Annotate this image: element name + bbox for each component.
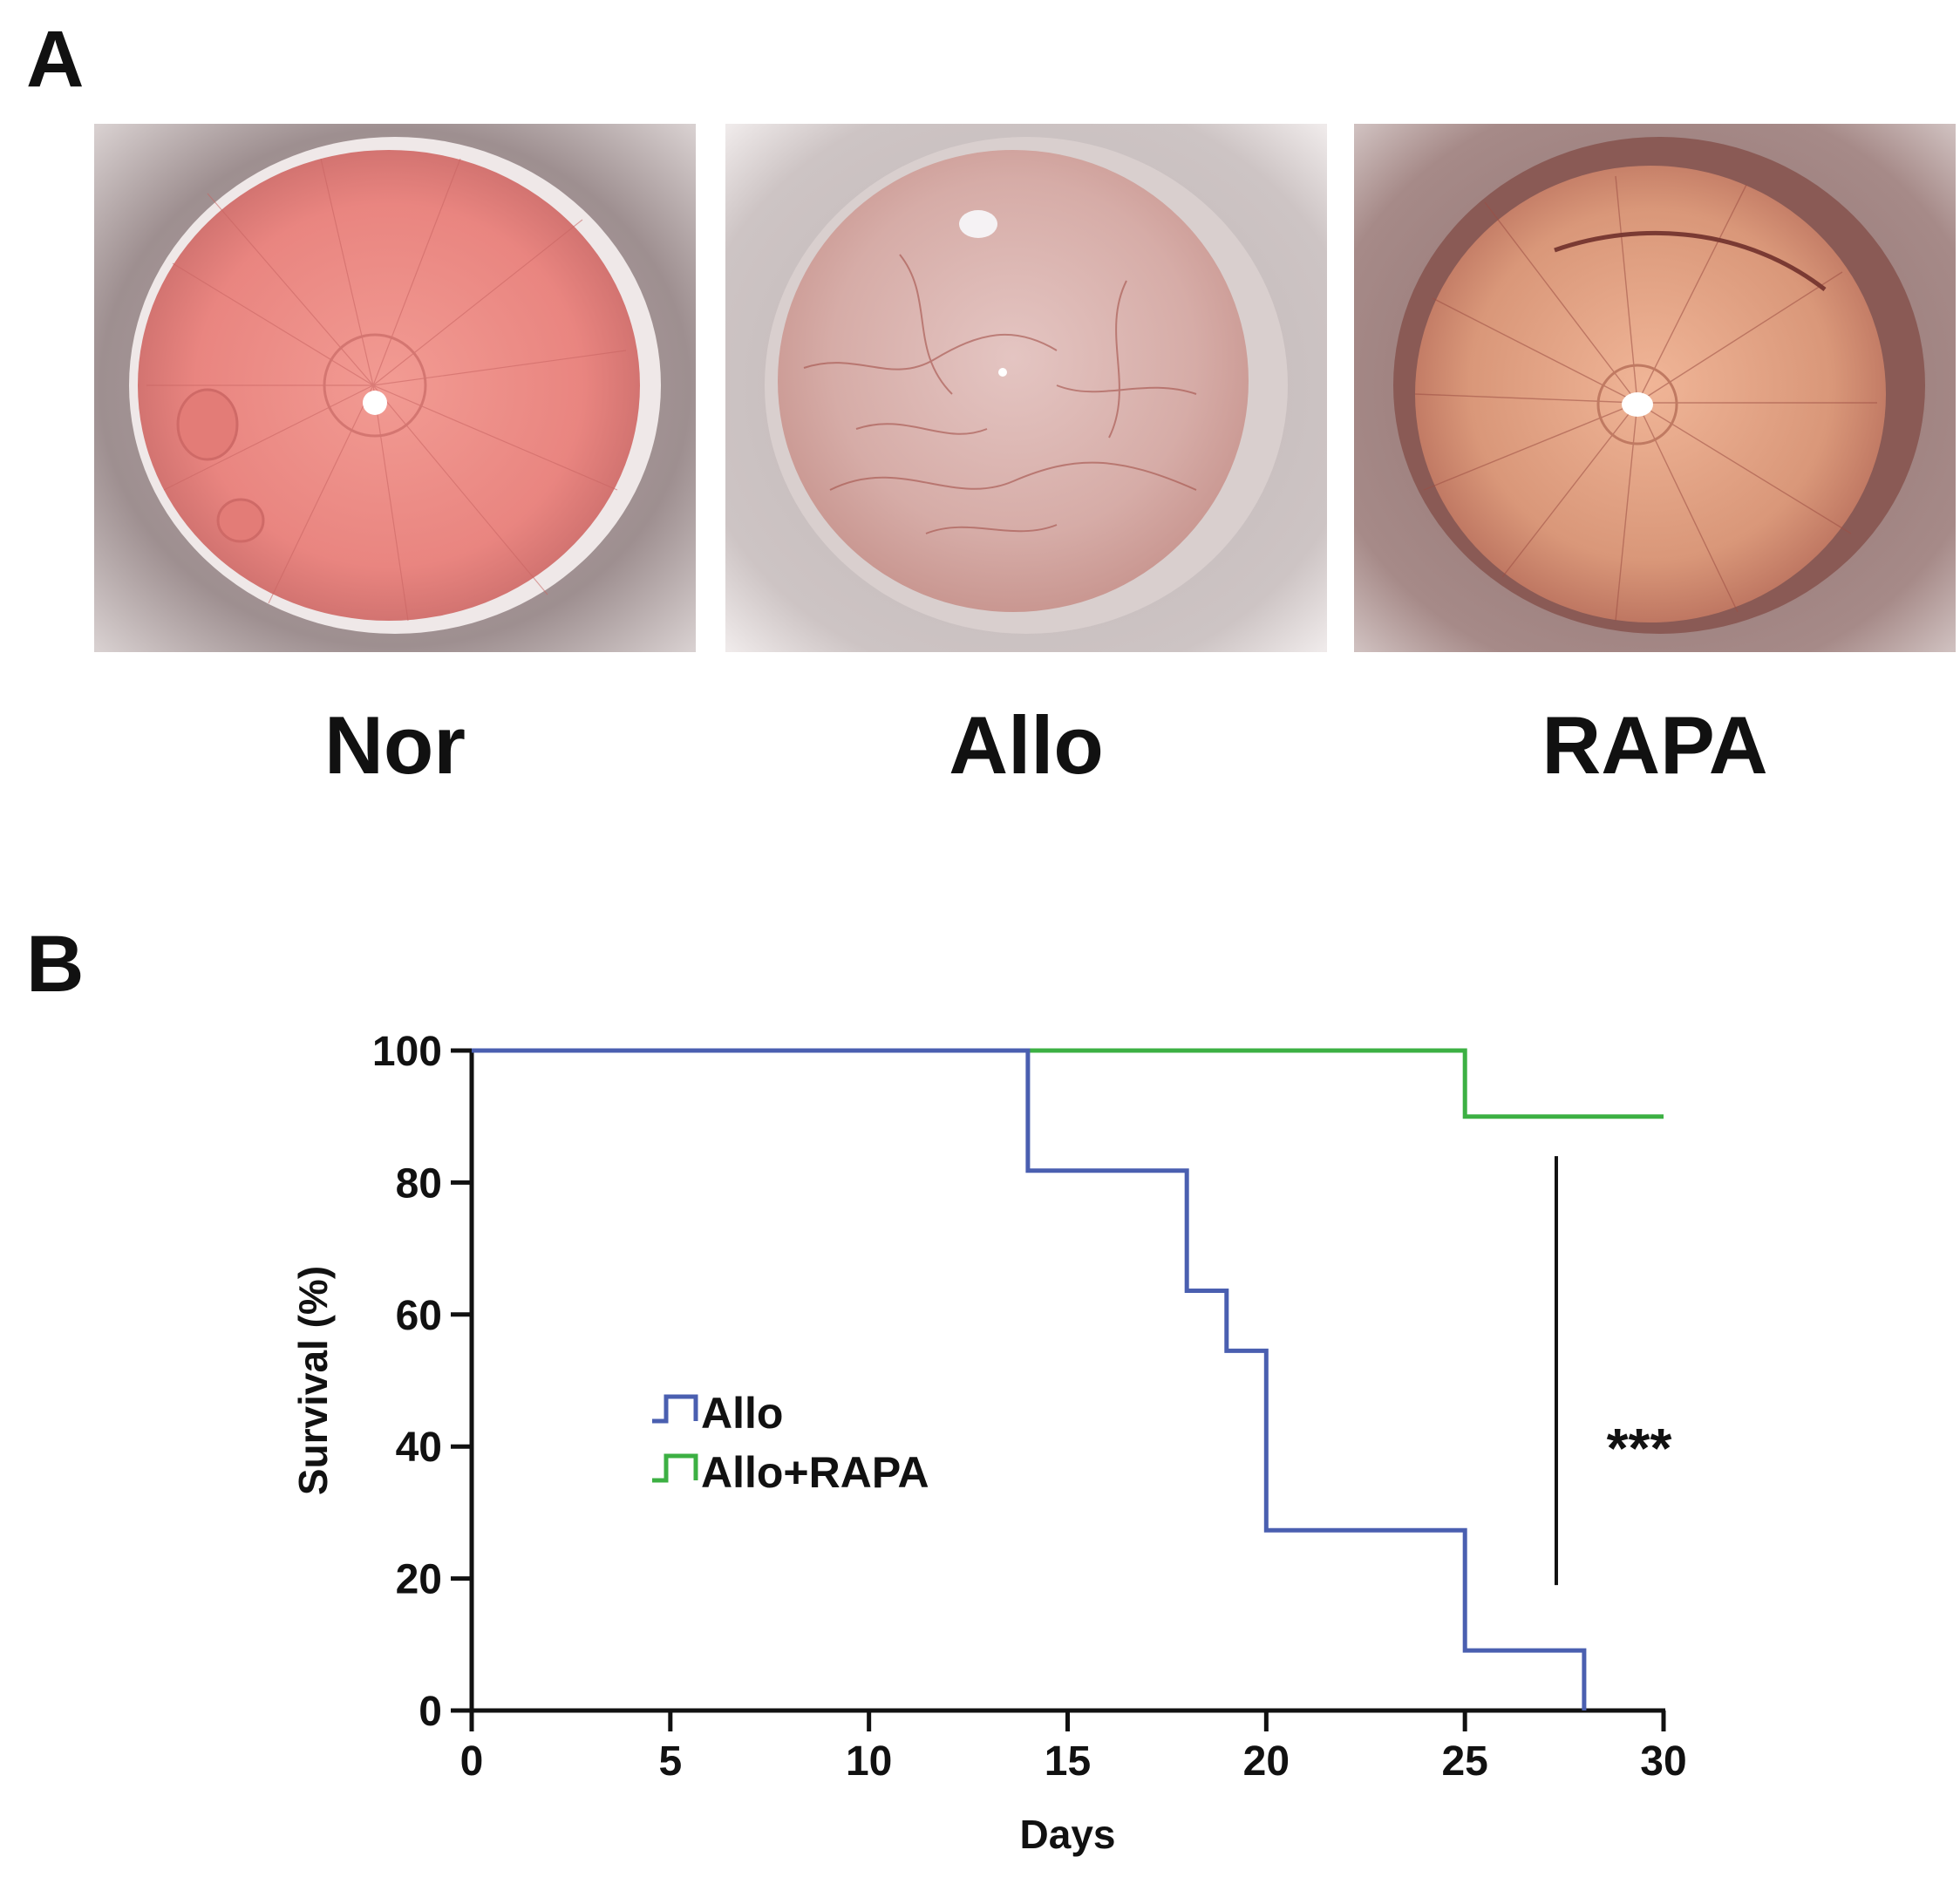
x-axis-title: Days — [1020, 1812, 1116, 1857]
rapa-eye-photo — [1354, 124, 1956, 652]
y-tick-label: 100 — [372, 1029, 442, 1075]
chart-series — [472, 1048, 1664, 1711]
nor-eye-photo — [94, 124, 696, 652]
legend-label: Allo+RAPA — [701, 1448, 929, 1497]
chart-axes: 0 5 10 15 20 25 30 0 20 40 60 80 100 Days Survival (%) — [290, 1029, 1687, 1857]
x-tick-label: 25 — [1441, 1738, 1487, 1785]
x-tick-label: 5 — [658, 1738, 682, 1785]
significance-label: *** — [1607, 1417, 1672, 1479]
x-tick-label: 0 — [460, 1738, 484, 1785]
survival-chart: 0 5 10 15 20 25 30 0 20 40 60 80 100 Days Survival (%)… — [290, 1029, 1687, 1857]
legend-swatch-icon — [652, 1453, 698, 1483]
x-tick-label: 30 — [1640, 1738, 1686, 1785]
panel-a-letter: A — [26, 15, 85, 104]
allo-eye-photo — [725, 124, 1327, 652]
y-tick-label: 0 — [419, 1689, 442, 1735]
y-tick-label: 20 — [396, 1557, 442, 1603]
y-tick-label: 60 — [396, 1293, 442, 1339]
y-tick-label: 40 — [396, 1425, 442, 1471]
legend-swatch-icon — [652, 1394, 698, 1424]
x-tick-label: 15 — [1045, 1738, 1091, 1785]
chart-legend: Allo Allo+RAPA — [652, 1389, 929, 1497]
y-tick-label: 80 — [396, 1160, 442, 1207]
series-line-allo-rapa — [472, 1048, 1664, 1119]
legend-label: Allo — [701, 1389, 783, 1438]
series-line-allo — [472, 1048, 1587, 1711]
allo-label: Allo — [949, 699, 1104, 791]
rapa-label: RAPA — [1541, 699, 1768, 791]
nor-label: Nor — [324, 699, 466, 791]
significance-annotation: *** — [1554, 1156, 1672, 1586]
panel-b-letter: B — [26, 920, 85, 1009]
x-tick-label: 20 — [1243, 1738, 1290, 1785]
y-axis-title: Survival (%) — [290, 1266, 336, 1495]
x-tick-label: 10 — [846, 1738, 892, 1785]
